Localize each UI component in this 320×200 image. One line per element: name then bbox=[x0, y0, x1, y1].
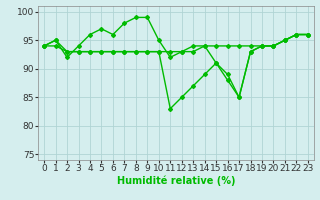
X-axis label: Humidité relative (%): Humidité relative (%) bbox=[117, 176, 235, 186]
